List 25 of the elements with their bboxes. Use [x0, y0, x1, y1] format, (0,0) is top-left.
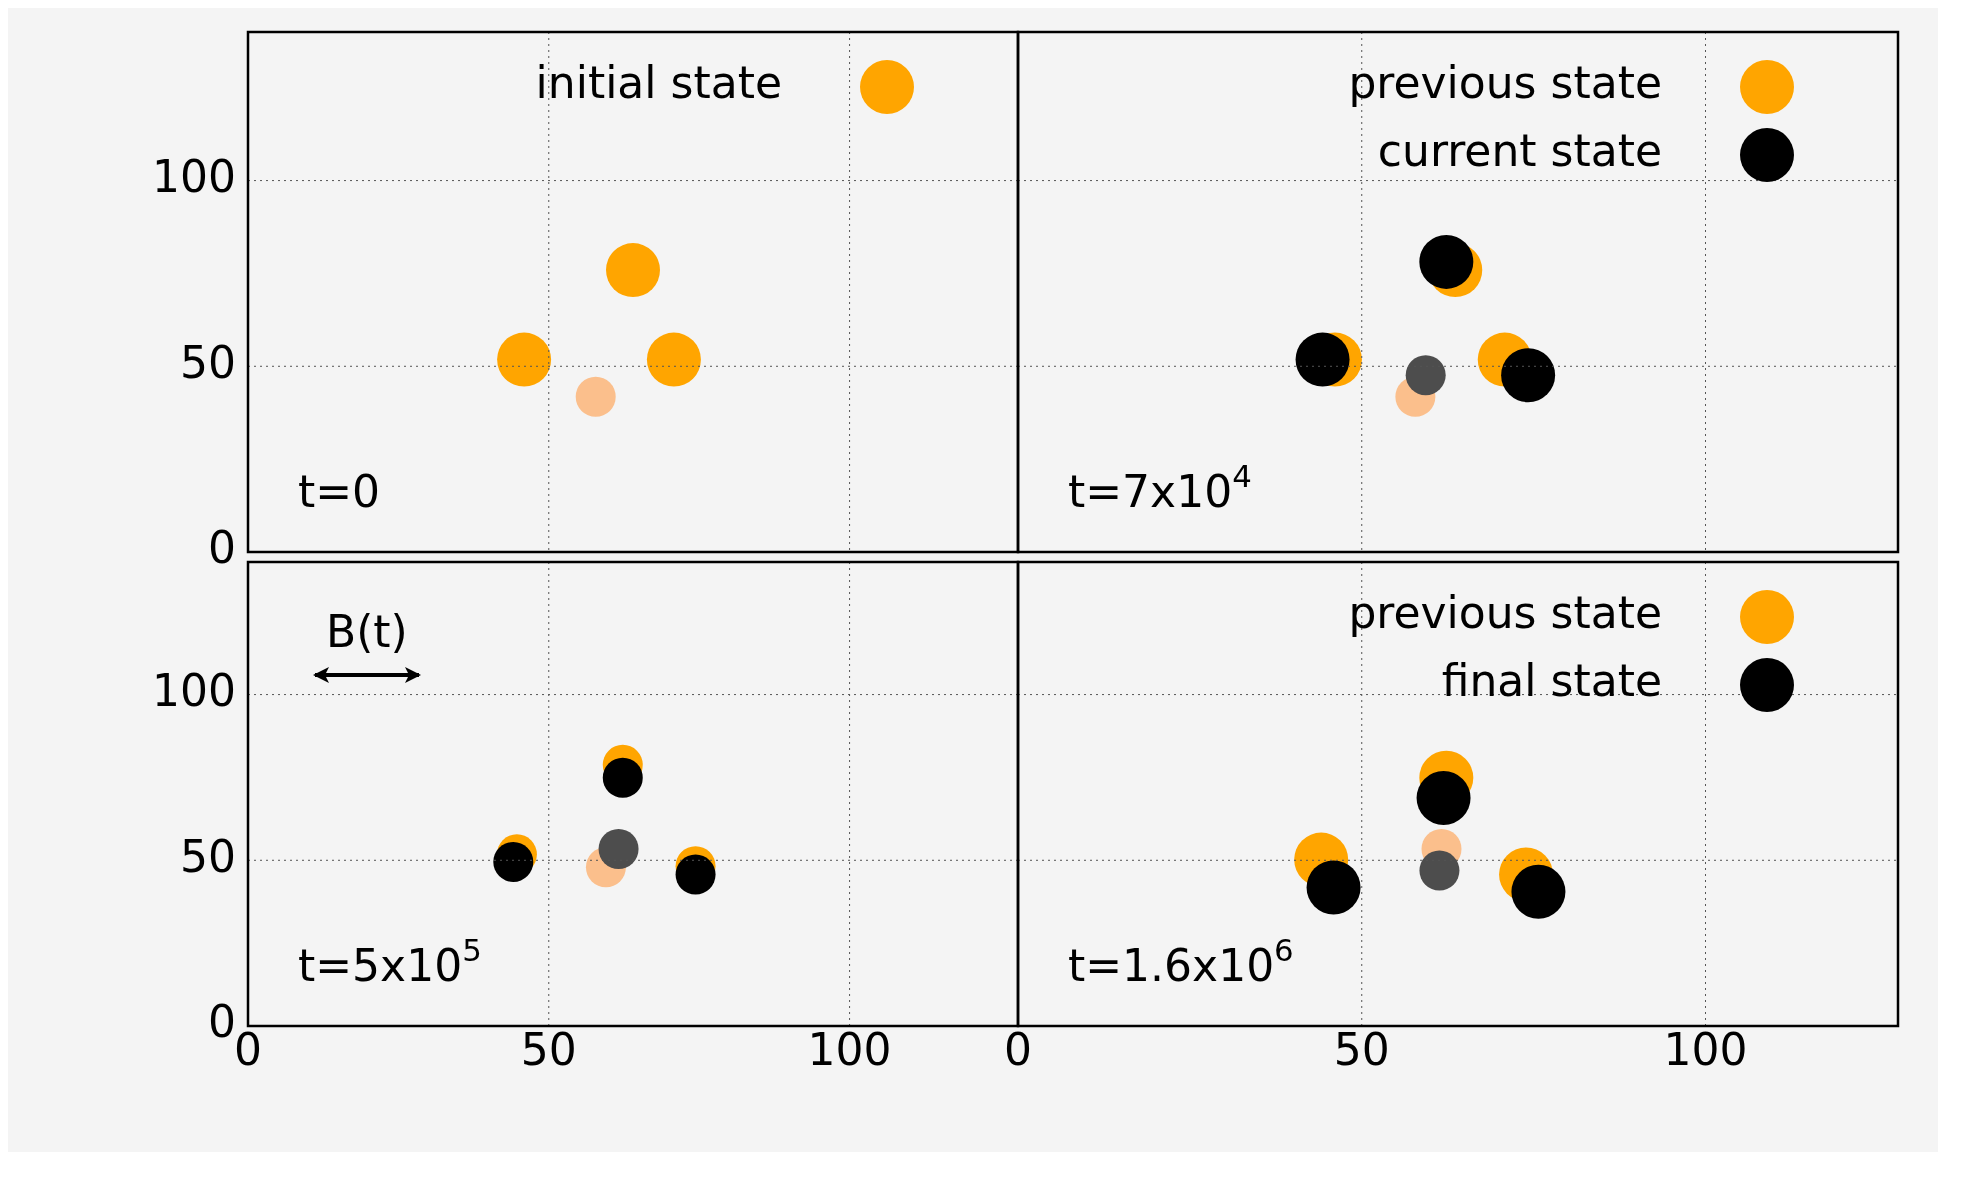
legend-label: final state	[1441, 655, 1662, 707]
y-tick-label: 50	[180, 336, 236, 388]
point	[1306, 860, 1361, 915]
x-tick-label: 50	[520, 1024, 577, 1076]
point	[1419, 850, 1460, 891]
y-tick-label: 50	[180, 830, 236, 882]
point	[1295, 332, 1350, 387]
point	[1416, 770, 1471, 825]
x-tick-label: 0	[1004, 1024, 1032, 1076]
annotation: B(t)	[326, 606, 408, 657]
legend-label: previous state	[1348, 587, 1662, 639]
legend-label: current state	[1377, 125, 1662, 177]
y-tick-label: 0	[208, 522, 236, 574]
point	[1405, 355, 1446, 396]
annotation: t=0	[298, 466, 381, 517]
point	[1501, 348, 1556, 403]
y-tick-label: 100	[152, 151, 236, 203]
legend-label: previous state	[1348, 57, 1662, 109]
x-tick-label: 50	[1333, 1024, 1390, 1076]
x-tick-label: 100	[807, 1024, 892, 1076]
point	[1511, 864, 1566, 919]
point	[1419, 234, 1474, 289]
y-tick-label: 100	[152, 665, 236, 717]
legend-label: initial state	[535, 57, 782, 109]
x-tick-label: 100	[1663, 1024, 1748, 1076]
